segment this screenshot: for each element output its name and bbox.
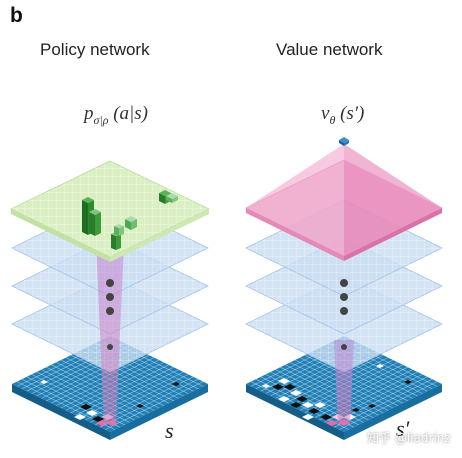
value-layer-dots [340,279,348,350]
policy-network-title: Policy network [40,40,150,59]
value-formula: vθ (s′) [321,103,365,127]
panel-letter: b [10,4,23,27]
value-state-label: s′ [396,416,410,441]
policy-output-plane [10,160,210,262]
value-beam [334,340,354,424]
value-formula-rest: (s′) [335,103,365,124]
policy-layer-dots [106,279,114,350]
policy-beam [96,242,124,424]
green-probability-bars-icon [82,190,178,250]
watermark-text: 知乎 @liadrinz [367,431,451,445]
value-output-pyramid [245,144,443,261]
policy-formula: pσ|ρ (a|s) [84,103,149,127]
policy-formula-rest: (a|s) [108,103,149,124]
value-formula-sub: θ [329,113,336,127]
value-network-title: Value network [276,40,383,59]
policy-formula-main: p [84,103,94,124]
policy-formula-sub: σ|ρ [93,113,109,127]
blue-value-cube-icon [339,137,349,146]
value-formula-main: v [321,103,330,124]
policy-state-label: s [165,418,174,443]
